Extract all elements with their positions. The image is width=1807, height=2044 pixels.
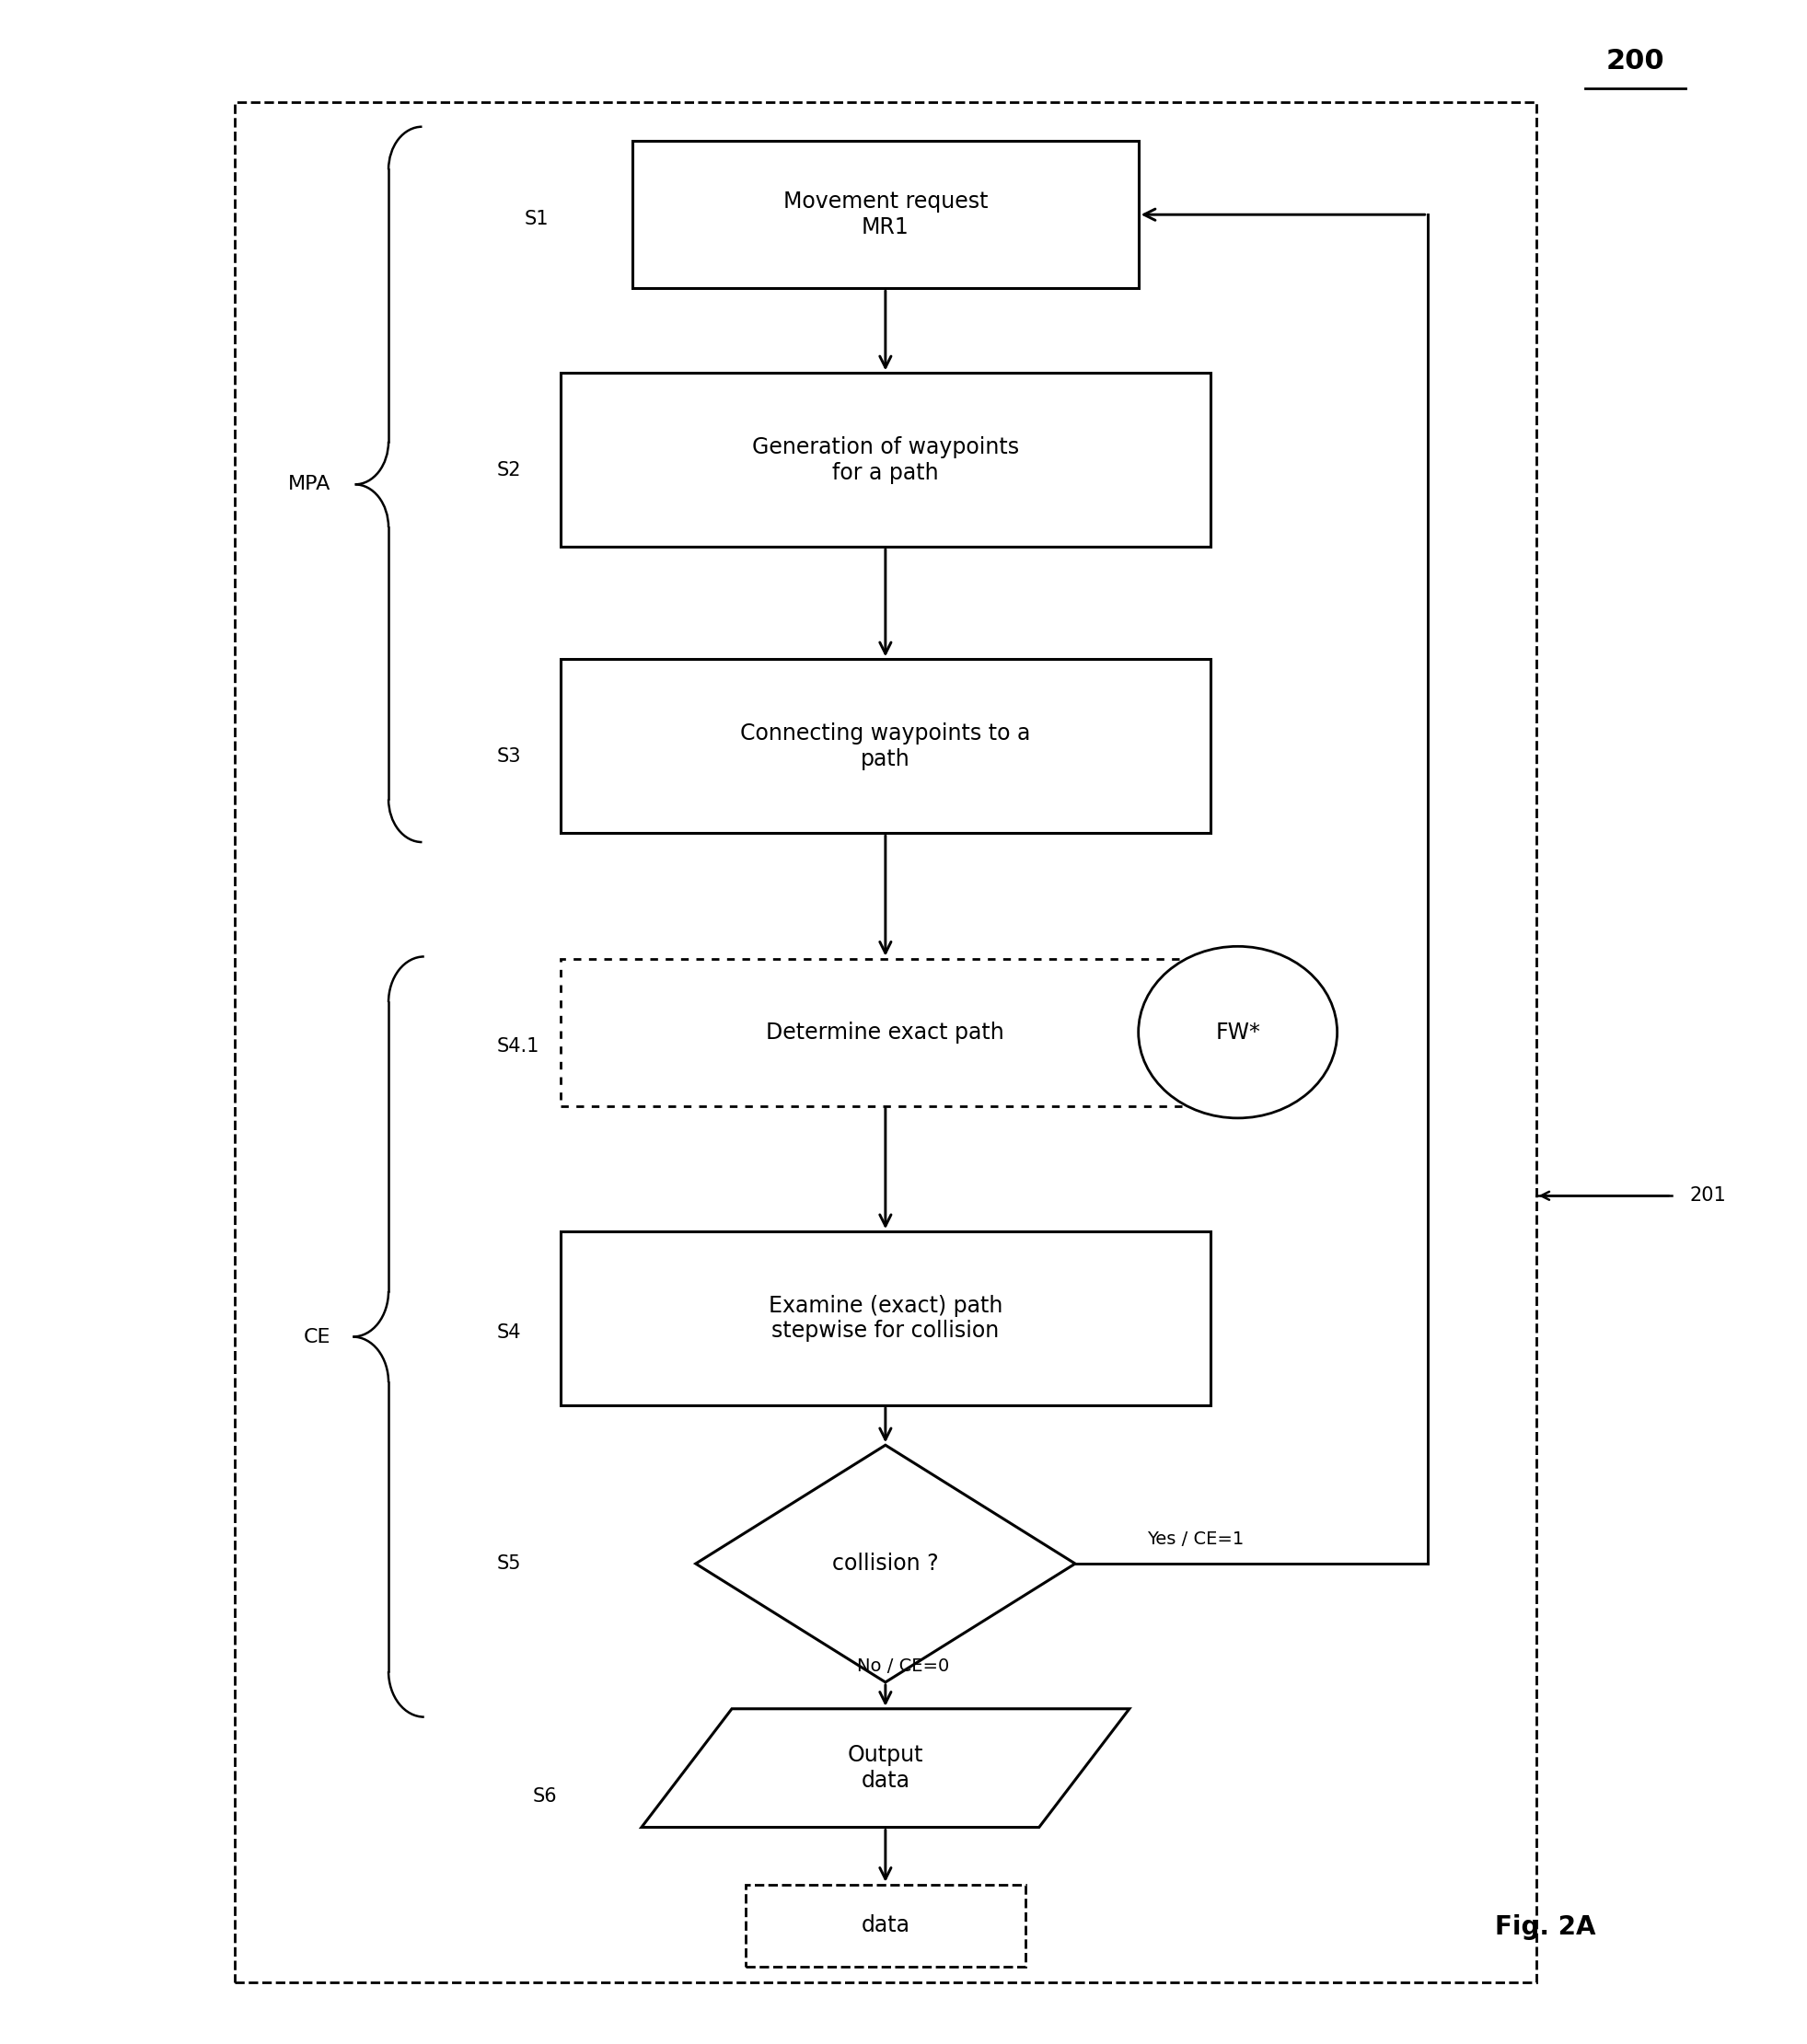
Text: Generation of waypoints
for a path: Generation of waypoints for a path (752, 435, 1019, 484)
FancyBboxPatch shape (632, 141, 1138, 288)
Text: S1: S1 (524, 208, 548, 229)
Text: No / CE=0: No / CE=0 (857, 1658, 950, 1674)
Polygon shape (641, 1709, 1129, 1827)
FancyBboxPatch shape (560, 372, 1211, 546)
Text: Yes / CE=1: Yes / CE=1 (1147, 1531, 1245, 1547)
FancyBboxPatch shape (560, 1230, 1211, 1406)
Text: S4.1: S4.1 (497, 1036, 540, 1057)
Polygon shape (696, 1445, 1075, 1682)
Text: 201: 201 (1690, 1186, 1726, 1206)
FancyBboxPatch shape (560, 658, 1211, 834)
FancyBboxPatch shape (560, 959, 1211, 1106)
Text: FW*: FW* (1216, 1022, 1259, 1042)
Text: S5: S5 (497, 1553, 520, 1574)
Text: Examine (exact) path
stepwise for collision: Examine (exact) path stepwise for collis… (768, 1294, 1003, 1343)
Text: Movement request
MR1: Movement request MR1 (782, 190, 988, 239)
Text: MPA: MPA (287, 474, 331, 495)
Text: 200: 200 (1606, 47, 1664, 76)
Text: S4: S4 (497, 1322, 520, 1343)
Text: Output
data: Output data (847, 1744, 923, 1793)
Text: collision ?: collision ? (833, 1553, 938, 1574)
Text: Connecting waypoints to a
path: Connecting waypoints to a path (741, 722, 1030, 771)
FancyBboxPatch shape (744, 1885, 1026, 1966)
Text: data: data (862, 1915, 909, 1936)
Text: Determine exact path: Determine exact path (766, 1022, 1005, 1042)
Ellipse shape (1138, 946, 1337, 1118)
Text: S2: S2 (497, 460, 520, 480)
FancyBboxPatch shape (235, 102, 1536, 1983)
Text: Fig. 2A: Fig. 2A (1494, 1915, 1596, 1940)
Text: CE: CE (304, 1327, 331, 1347)
Text: S3: S3 (497, 746, 520, 766)
Text: S6: S6 (533, 1786, 558, 1807)
